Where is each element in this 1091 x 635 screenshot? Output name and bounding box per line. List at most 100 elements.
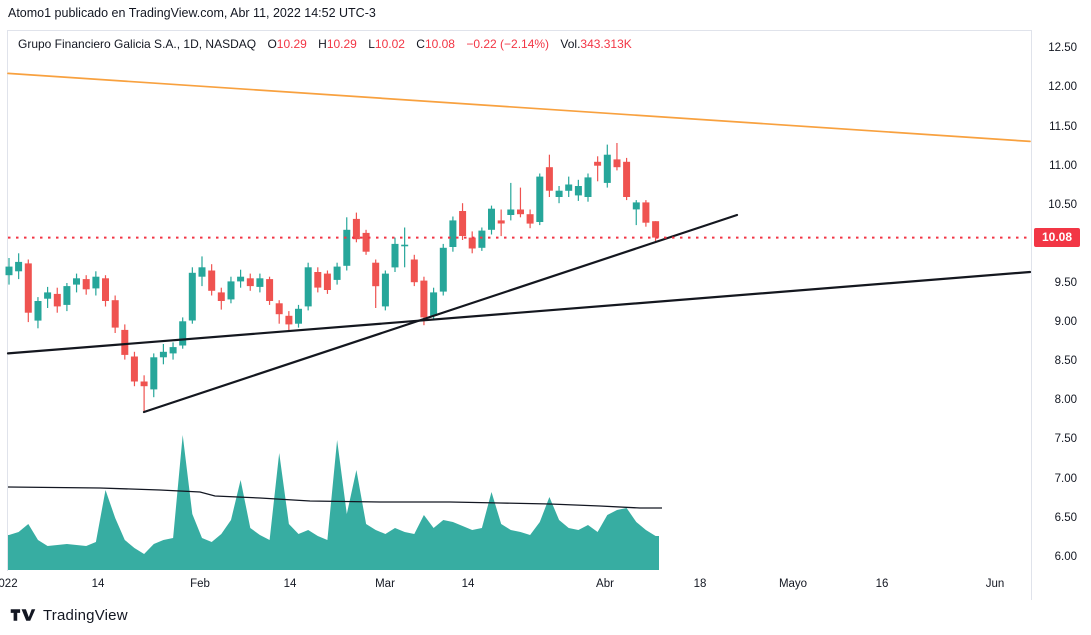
symbol-legend: Grupo Financiero Galicia S.A., 1D, NASDA… <box>18 37 632 51</box>
candle-body <box>343 229 351 266</box>
price-tick-label: 6.00 <box>1054 551 1077 563</box>
support-long-black[interactable] <box>6 270 1032 355</box>
candle-body <box>652 221 660 238</box>
candle-body <box>565 184 573 191</box>
tradingview-brand-text[interactable]: TradingView <box>43 606 128 624</box>
candle-body <box>15 261 23 272</box>
candle-body <box>295 308 302 324</box>
open-value: 10.29 <box>276 37 307 51</box>
candle-body <box>323 273 331 290</box>
candle-body <box>517 209 524 215</box>
candle-body <box>594 161 602 166</box>
support-steep-black[interactable] <box>142 213 739 414</box>
attribution-text: Atomo1 publicado en TradingView.com, Abr… <box>8 6 376 20</box>
candle-body <box>256 278 264 287</box>
candles-group <box>5 143 660 412</box>
candle-body <box>198 267 206 277</box>
volume-label: Vol. <box>560 37 581 51</box>
candle-body <box>401 244 409 247</box>
symbol-title: Grupo Financiero Galicia S.A., 1D, NASDA… <box>18 37 257 51</box>
candle-body <box>63 286 71 305</box>
candle-body <box>488 208 495 230</box>
time-tick-label: Mar <box>375 578 395 590</box>
candle-body <box>111 300 119 328</box>
candle-body <box>179 321 187 346</box>
candle-body <box>130 356 138 382</box>
candle-body <box>121 329 129 355</box>
high-label: H <box>318 37 327 51</box>
candle-body <box>150 357 158 390</box>
resistance-orange[interactable] <box>7 72 1031 143</box>
time-tick-label: 14 <box>283 578 297 590</box>
price-tick-label: 12.50 <box>1048 42 1077 54</box>
price-tick-label: 8.00 <box>1054 394 1077 406</box>
candle-body <box>584 177 592 197</box>
candle-body <box>391 243 399 268</box>
price-tick-label: 7.50 <box>1054 433 1077 445</box>
time-tick-label: 14 <box>91 578 105 590</box>
candle-body <box>208 270 216 291</box>
candle-body <box>237 276 245 282</box>
price-tick-label: 12.00 <box>1048 81 1077 93</box>
candle-body <box>545 167 553 191</box>
time-tick-label: Jun <box>985 578 1005 590</box>
candle-body <box>24 263 32 313</box>
candle-body <box>623 161 631 197</box>
price-tick-label: 7.00 <box>1054 473 1077 485</box>
volume-area <box>8 435 659 570</box>
change-value: −0.22 (−2.14%) <box>466 37 550 51</box>
candle-body <box>352 218 360 240</box>
candle-body <box>266 279 274 301</box>
candle-body <box>217 292 225 301</box>
tradingview-logo-icon[interactable] <box>10 606 36 624</box>
candle-body <box>73 278 80 285</box>
candle-body <box>92 276 100 289</box>
price-tick-label: 10.50 <box>1048 199 1077 211</box>
time-tick-label: 18 <box>693 578 707 590</box>
candle-body <box>468 237 476 249</box>
volume-value: 343.313K <box>580 37 632 51</box>
time-tick-label: Abr <box>596 578 614 590</box>
volume-ma-line <box>7 486 662 509</box>
close-value: 10.08 <box>424 37 455 51</box>
candle-body <box>140 381 148 387</box>
candle-body <box>410 259 418 283</box>
candle-body <box>53 293 61 307</box>
time-tick-label: Mayo <box>778 578 808 590</box>
candle-body <box>642 202 650 223</box>
low-value: 10.02 <box>374 37 405 51</box>
footer: TradingView <box>10 606 128 624</box>
high-value: 10.29 <box>326 37 357 51</box>
candle-body <box>536 176 544 222</box>
candle-body <box>34 301 42 321</box>
time-tick-label: 022 <box>0 578 18 590</box>
candle-body <box>333 266 341 280</box>
price-axis[interactable]: 10.08 12.5012.0011.5011.0010.5010.009.50… <box>1031 30 1085 600</box>
price-tick-label: 6.50 <box>1054 512 1077 524</box>
candle-body <box>44 292 52 299</box>
candle-body <box>497 220 505 224</box>
candle-body <box>459 211 467 236</box>
candle-body <box>82 279 90 290</box>
candle-body <box>449 220 457 247</box>
candle-body <box>632 202 640 210</box>
candle-body <box>362 232 370 252</box>
price-tick-label: 8.50 <box>1054 355 1077 367</box>
candle-body <box>613 159 621 168</box>
price-tick-label: 9.00 <box>1054 316 1077 328</box>
candle-body <box>555 190 563 197</box>
price-tick-label: 9.50 <box>1054 277 1077 289</box>
candle-body <box>102 278 109 301</box>
time-tick-label: Feb <box>190 578 210 590</box>
low-label: L <box>368 37 375 51</box>
candle-body <box>5 266 13 276</box>
last-price-label: 10.08 <box>1034 228 1080 247</box>
candle-body <box>169 347 177 354</box>
candle-body <box>285 315 293 325</box>
time-axis[interactable]: 022 14 Feb 14 Mar 14 Abr 18 Mayo 16 Jun <box>0 571 1084 600</box>
candle-body <box>526 214 534 224</box>
candle-body <box>603 154 611 183</box>
candle-body <box>246 278 254 287</box>
price-tick-label: 11.00 <box>1049 160 1077 172</box>
